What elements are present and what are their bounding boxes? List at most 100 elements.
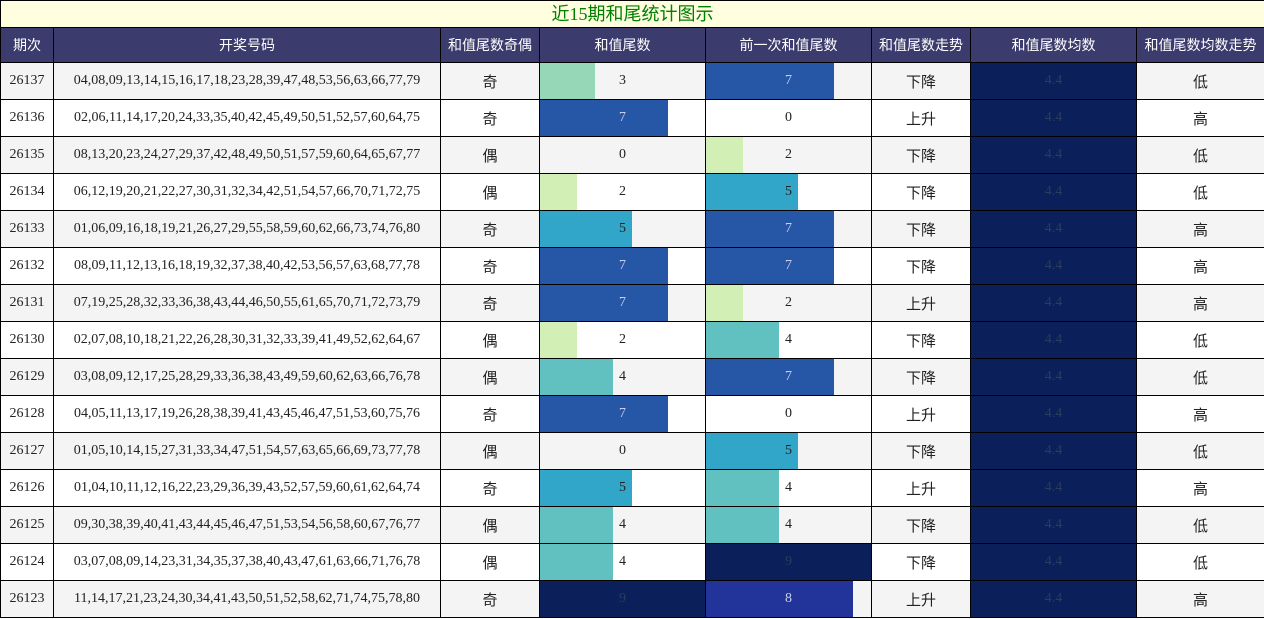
prev-tail-cell-bar: [706, 359, 835, 395]
header-avg-trend: 和值尾数均数走势: [1136, 27, 1264, 63]
table-row: 26125 09,30,38,39,40,41,43,44,45,46,47,51…: [0, 506, 1264, 544]
avg-cell: 4.4: [970, 99, 1137, 137]
avg-trend-cell: 低: [1136, 62, 1264, 100]
tail-cell-value: 7: [619, 110, 626, 125]
numbers-cell: 03,07,08,09,14,23,31,34,35,37,38,40,43,4…: [53, 543, 441, 581]
prev-tail-cell-value: 2: [785, 295, 792, 310]
avg-trend-cell: 低: [1136, 506, 1264, 544]
header-avg: 和值尾数均数: [970, 27, 1137, 63]
tail-cell-bar: [540, 174, 577, 210]
avg-cell: 4.4: [970, 432, 1137, 470]
tail-cell-value: 2: [619, 184, 626, 199]
tail-cell: 4: [539, 506, 706, 544]
tail-cell: 7: [539, 99, 706, 137]
tail-cell-bar: [540, 100, 669, 136]
trend-cell: 下降: [871, 321, 971, 359]
parity-cell: 奇: [440, 395, 540, 433]
prev-tail-cell-value: 5: [785, 443, 792, 458]
parity-cell: 奇: [440, 580, 540, 618]
trend-cell: 下降: [871, 506, 971, 544]
parity-cell: 奇: [440, 62, 540, 100]
prev-tail-cell: 7: [705, 210, 872, 248]
prev-tail-cell-bar: [706, 507, 780, 543]
prev-tail-cell-bar: [706, 285, 743, 321]
period-cell: 26125: [0, 506, 54, 544]
tail-cell-value: 5: [619, 480, 626, 495]
tail-cell-value: 7: [619, 406, 626, 421]
prev-tail-cell-bar: [706, 211, 835, 247]
avg-cell: 4.4: [970, 247, 1137, 285]
avg-trend-cell: 高: [1136, 469, 1264, 507]
table-row: 26131 07,19,25,28,32,33,36,38,43,44,46,50…: [0, 284, 1264, 322]
tail-cell-bar: [540, 396, 669, 432]
tail-cell-value: 0: [619, 443, 626, 458]
tail-cell: 7: [539, 247, 706, 285]
period-cell: 26135: [0, 136, 54, 174]
prev-tail-cell: 4: [705, 321, 872, 359]
trend-cell: 下降: [871, 136, 971, 174]
tail-cell: 2: [539, 321, 706, 359]
tail-cell-bar: [540, 63, 595, 99]
prev-tail-cell-bar: [706, 174, 798, 210]
prev-tail-cell-value: 4: [785, 517, 792, 532]
trend-cell: 下降: [871, 432, 971, 470]
tail-cell-value: 4: [619, 369, 626, 384]
prev-tail-cell-bar: [706, 581, 853, 617]
trend-cell: 上升: [871, 99, 971, 137]
tail-cell-value: 4: [619, 554, 626, 569]
tail-cell: 0: [539, 136, 706, 174]
numbers-cell: 08,09,11,12,13,16,18,19,32,37,38,40,42,5…: [53, 247, 441, 285]
numbers-cell: 04,05,11,13,17,19,26,28,38,39,41,43,45,4…: [53, 395, 441, 433]
period-cell: 26133: [0, 210, 54, 248]
period-cell: 26124: [0, 543, 54, 581]
header-period: 期次: [0, 27, 54, 63]
tail-cell: 3: [539, 62, 706, 100]
header-trend: 和值尾数走势: [871, 27, 971, 63]
prev-tail-cell-value: 7: [785, 221, 792, 236]
avg-cell: 4.4: [970, 506, 1137, 544]
header-tail: 和值尾数: [539, 27, 706, 63]
prev-tail-cell: 5: [705, 173, 872, 211]
avg-cell: 4.4: [970, 469, 1137, 507]
tail-cell: 5: [539, 210, 706, 248]
avg-trend-cell: 低: [1136, 321, 1264, 359]
period-cell: 26126: [0, 469, 54, 507]
avg-trend-cell: 低: [1136, 543, 1264, 581]
prev-tail-cell-value: 0: [785, 110, 792, 125]
trend-cell: 上升: [871, 580, 971, 618]
trend-cell: 下降: [871, 62, 971, 100]
header-parity: 和值尾数奇偶: [440, 27, 540, 63]
tail-cell-value: 2: [619, 332, 626, 347]
avg-cell: 4.4: [970, 395, 1137, 433]
table-row: 26135 08,13,20,23,24,27,29,37,42,48,49,50…: [0, 136, 1264, 174]
trend-cell: 下降: [871, 358, 971, 396]
numbers-cell: 09,30,38,39,40,41,43,44,45,46,47,51,53,5…: [53, 506, 441, 544]
table-row: 26133 01,06,09,16,18,19,21,26,27,29,55,58…: [0, 210, 1264, 248]
avg-trend-cell: 高: [1136, 247, 1264, 285]
period-cell: 26137: [0, 62, 54, 100]
trend-cell: 下降: [871, 543, 971, 581]
prev-tail-cell-value: 0: [785, 406, 792, 421]
avg-trend-cell: 高: [1136, 99, 1264, 137]
prev-tail-cell-bar: [706, 544, 871, 580]
avg-trend-cell: 低: [1136, 136, 1264, 174]
tail-cell: 4: [539, 358, 706, 396]
tail-cell-value: 9: [619, 591, 626, 606]
table-row: 26126 01,04,10,11,12,16,22,23,29,36,39,43…: [0, 469, 1264, 507]
table-row: 26124 03,07,08,09,14,23,31,34,35,37,38,40…: [0, 543, 1264, 581]
table-row: 26130 02,07,08,10,18,21,22,26,28,30,31,32…: [0, 321, 1264, 359]
tail-cell: 7: [539, 395, 706, 433]
tail-cell: 9: [539, 580, 706, 618]
period-cell: 26132: [0, 247, 54, 285]
avg-trend-cell: 低: [1136, 432, 1264, 470]
prev-tail-cell-value: 7: [785, 369, 792, 384]
prev-tail-cell: 7: [705, 247, 872, 285]
prev-tail-cell: 8: [705, 580, 872, 618]
numbers-cell: 08,13,20,23,24,27,29,37,42,48,49,50,51,5…: [53, 136, 441, 174]
numbers-cell: 02,07,08,10,18,21,22,26,28,30,31,32,33,3…: [53, 321, 441, 359]
header-prev-tail: 前一次和值尾数: [705, 27, 872, 63]
prev-tail-cell: 9: [705, 543, 872, 581]
tail-cell-bar: [540, 322, 577, 358]
parity-cell: 奇: [440, 247, 540, 285]
tail-cell-bar: [540, 248, 669, 284]
